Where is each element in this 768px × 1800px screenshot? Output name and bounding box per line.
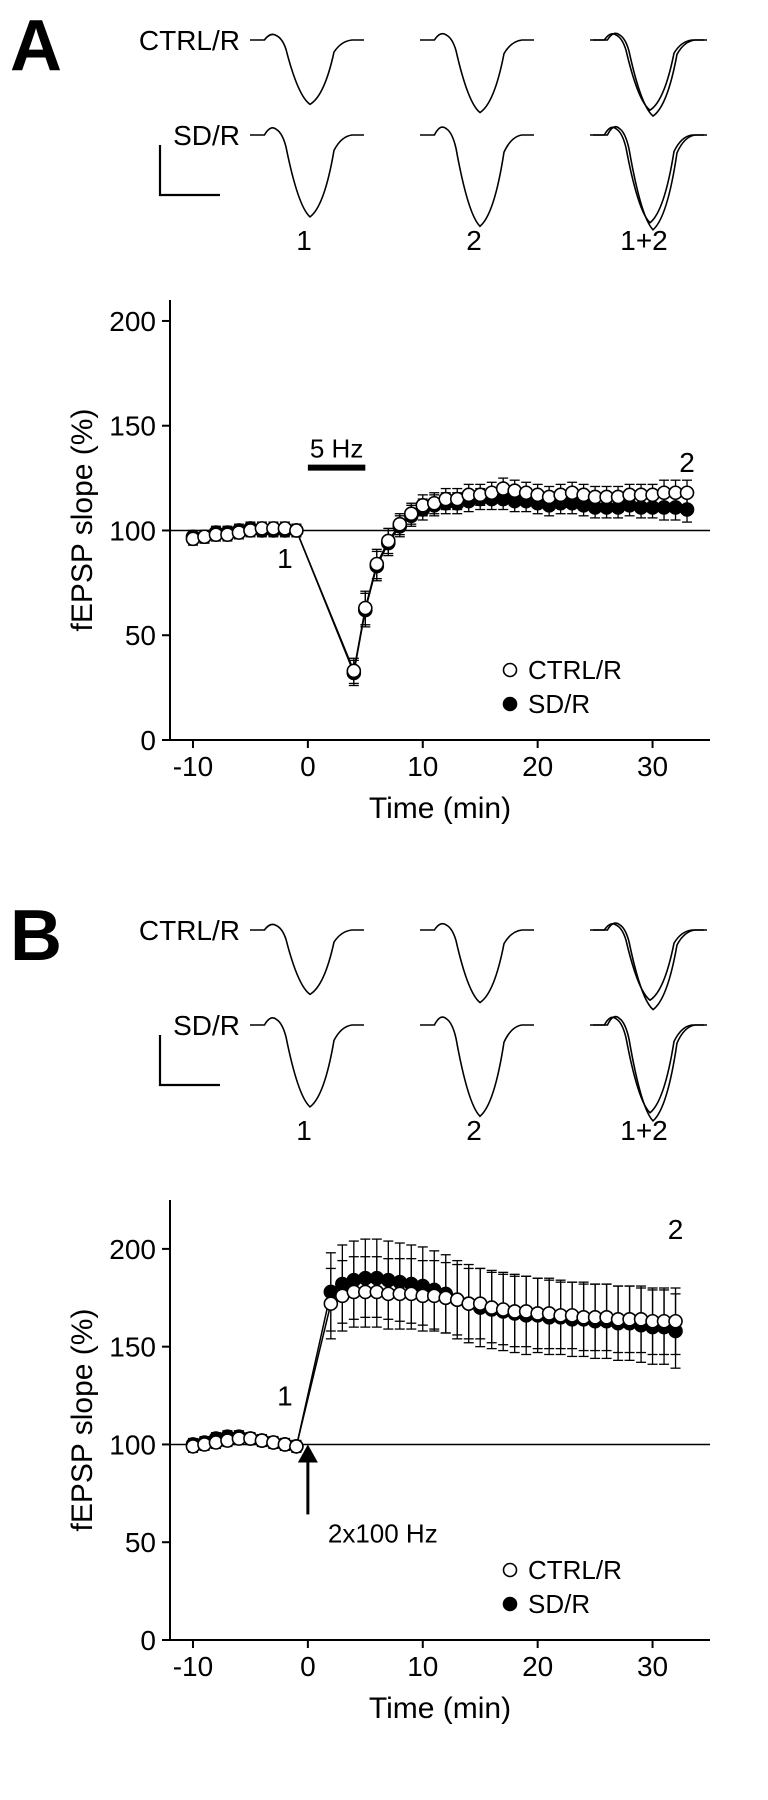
data-point (290, 1440, 303, 1453)
data-point (669, 1315, 682, 1328)
trace-col-label: 1 (296, 1115, 312, 1146)
waveform-trace-overlay (593, 127, 707, 230)
legend-label: CTRL/R (528, 1555, 622, 1585)
panel-label: B (10, 896, 62, 976)
legend-label: SD/R (528, 1589, 590, 1619)
legend-label: SD/R (528, 689, 590, 719)
x-tick-label: -10 (173, 1651, 213, 1682)
y-tick-label: 0 (140, 725, 156, 756)
legend-label: CTRL/R (528, 655, 622, 685)
y-tick-label: 100 (109, 515, 156, 546)
waveform-trace (250, 1018, 364, 1107)
trace-col-label: 2 (466, 225, 482, 256)
legend-marker (504, 664, 517, 677)
y-tick-label: 50 (125, 620, 156, 651)
y-axis-label: fEPSP slope (%) (66, 1309, 99, 1532)
x-tick-label: 10 (407, 751, 438, 782)
data-point (370, 558, 383, 571)
data-point (393, 518, 406, 531)
trace-col-label: 2 (466, 1115, 482, 1146)
x-tick-label: 20 (522, 1651, 553, 1682)
data-point (681, 486, 694, 499)
x-tick-label: 20 (522, 751, 553, 782)
stim-label: 5 Hz (310, 434, 363, 464)
stim-label: 2x100 Hz (328, 1518, 438, 1548)
panel-label: A (10, 6, 62, 86)
waveform-trace (590, 127, 704, 222)
waveform-trace (590, 924, 704, 1000)
series-line (193, 489, 687, 671)
trace-col-label: 1+2 (620, 1115, 668, 1146)
trace-row-label: SD/R (173, 1010, 240, 1041)
waveform-trace (250, 34, 364, 104)
trace-row-label: CTRL/R (139, 915, 240, 946)
x-tick-label: -10 (173, 751, 213, 782)
trace-col-label: 1 (296, 225, 312, 256)
waveform-trace (420, 127, 534, 226)
x-axis-label: Time (min) (369, 792, 511, 825)
x-tick-label: 30 (637, 1651, 668, 1682)
waveform-trace (420, 34, 534, 113)
data-point (359, 602, 372, 615)
x-tick-label: 10 (407, 1651, 438, 1682)
timepoint-label: 1 (277, 1380, 293, 1411)
waveform-trace-overlay (593, 923, 707, 1010)
trace-row-label: SD/R (173, 120, 240, 151)
legend-marker (504, 698, 517, 711)
figure-root: ACTRL/RSD/R121+2050100150200-100102030Ti… (0, 0, 768, 1800)
scale-bar (160, 145, 220, 195)
x-tick-label: 30 (637, 751, 668, 782)
legend-marker (504, 1598, 517, 1611)
scale-bar (160, 1035, 220, 1085)
y-axis-label: fEPSP slope (%) (66, 409, 99, 632)
y-tick-label: 150 (109, 1332, 156, 1363)
timepoint-label: 2 (668, 1214, 684, 1245)
waveform-trace (590, 1017, 704, 1112)
x-tick-label: 0 (300, 1651, 316, 1682)
panel-b: B CTRL/R SD/R 1 2 1+2 0 50 100 150 200 -10 0 10 20 30 Ti… (10, 896, 710, 1725)
data-point (324, 1297, 337, 1310)
data-point (347, 664, 360, 677)
y-tick-label: 100 (109, 1429, 156, 1460)
timepoint-label: 2 (679, 447, 695, 478)
data-point (382, 534, 395, 547)
waveform-trace-overlay (593, 1017, 707, 1121)
y-tick-label: 0 (140, 1625, 156, 1656)
timepoint-label: 1 (277, 543, 293, 574)
waveform-trace (250, 128, 364, 217)
data-point (290, 524, 303, 537)
trace-col-label: 1+2 (620, 225, 668, 256)
waveform-trace (420, 1017, 534, 1116)
y-tick-label: 200 (109, 306, 156, 337)
waveform-trace (420, 924, 534, 1003)
x-tick-label: 0 (300, 751, 316, 782)
data-point (405, 507, 418, 520)
y-tick-label: 200 (109, 1234, 156, 1265)
legend-marker (504, 1564, 517, 1577)
y-tick-label: 50 (125, 1527, 156, 1558)
x-axis-label: Time (min) (369, 1692, 511, 1725)
waveform-trace (590, 34, 704, 110)
panel-a: A CTRL/R SD/R 1 2 1+2 0 50 100 150 200 -10 0 10 20 30 Ti… (10, 6, 710, 825)
waveform-trace-overlay (593, 33, 707, 116)
waveform-trace (250, 924, 364, 994)
trace-row-label: CTRL/R (139, 25, 240, 56)
figure-svg: ACTRL/RSD/R121+2050100150200-100102030Ti… (0, 0, 768, 1800)
y-tick-label: 150 (109, 411, 156, 442)
